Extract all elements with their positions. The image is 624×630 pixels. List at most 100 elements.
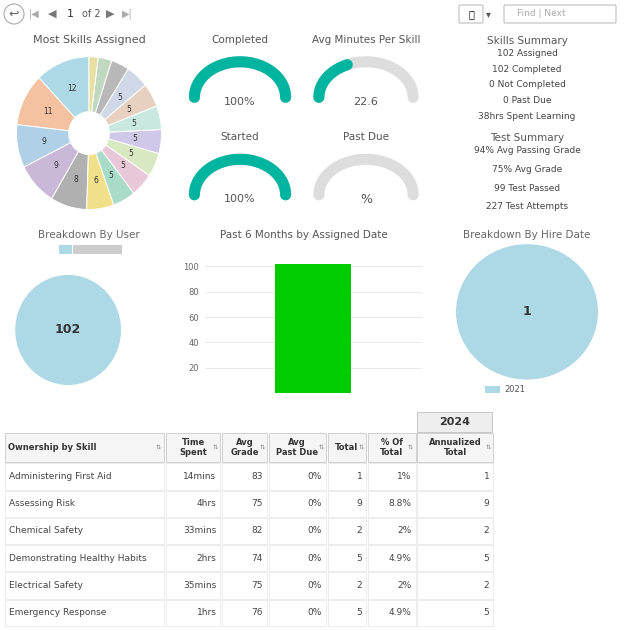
Bar xyxy=(222,433,266,462)
FancyBboxPatch shape xyxy=(504,5,616,23)
Text: ▶: ▶ xyxy=(105,9,114,19)
Text: 227 Test Attempts: 227 Test Attempts xyxy=(486,202,568,211)
Bar xyxy=(5,491,165,517)
Text: 0%: 0% xyxy=(308,608,322,617)
Text: Chemical Safety: Chemical Safety xyxy=(9,527,83,536)
Text: 1: 1 xyxy=(523,306,532,318)
Text: 2: 2 xyxy=(484,527,489,536)
Text: 11: 11 xyxy=(43,107,53,117)
Text: Time
Spent: Time Spent xyxy=(179,438,207,457)
Circle shape xyxy=(4,4,24,24)
Bar xyxy=(328,545,366,571)
Bar xyxy=(167,491,220,517)
Text: 0 Past Due: 0 Past Due xyxy=(503,96,551,105)
Text: Past Due: Past Due xyxy=(343,132,389,142)
Text: ⇅: ⇅ xyxy=(258,445,265,450)
Bar xyxy=(167,433,220,462)
FancyBboxPatch shape xyxy=(459,5,483,23)
Text: Breakdown By Hire Date: Breakdown By Hire Date xyxy=(463,231,591,241)
Text: ⇅: ⇅ xyxy=(357,445,364,450)
Bar xyxy=(268,464,326,490)
Text: 5: 5 xyxy=(128,149,133,158)
Text: 2: 2 xyxy=(484,581,489,590)
Bar xyxy=(328,433,366,462)
Text: % Of
Total: % Of Total xyxy=(380,438,403,457)
Text: 100%: 100% xyxy=(224,195,256,205)
Text: 0%: 0% xyxy=(308,554,322,563)
Bar xyxy=(222,464,266,490)
Bar xyxy=(268,518,326,544)
Bar xyxy=(5,464,165,490)
Text: Total: Total xyxy=(335,443,358,452)
Text: 82: 82 xyxy=(251,527,263,536)
Text: 8: 8 xyxy=(74,175,79,184)
Text: 5: 5 xyxy=(109,171,114,180)
Text: Avg Minutes Per Skill: Avg Minutes Per Skill xyxy=(312,35,420,45)
Bar xyxy=(268,573,326,598)
Text: 35mins: 35mins xyxy=(183,581,217,590)
Bar xyxy=(268,545,326,571)
Bar xyxy=(5,518,165,544)
Wedge shape xyxy=(95,60,128,115)
Text: 33mins: 33mins xyxy=(183,527,217,536)
Bar xyxy=(368,573,416,598)
Text: ▶|: ▶| xyxy=(122,9,132,20)
Text: 38hrs Spent Learning: 38hrs Spent Learning xyxy=(479,112,576,122)
Text: %: % xyxy=(360,193,372,206)
Text: 0 Not Completed: 0 Not Completed xyxy=(489,81,565,89)
Wedge shape xyxy=(102,145,149,193)
Bar xyxy=(417,600,493,626)
Bar xyxy=(368,433,416,462)
Bar xyxy=(328,518,366,544)
Text: 5: 5 xyxy=(132,134,137,143)
Bar xyxy=(275,263,351,393)
Text: 5: 5 xyxy=(126,105,131,113)
Bar xyxy=(417,518,493,544)
Text: 102 Completed: 102 Completed xyxy=(492,65,562,74)
Bar xyxy=(167,464,220,490)
Bar xyxy=(222,518,266,544)
Text: 4.9%: 4.9% xyxy=(389,554,412,563)
Text: Ownership by Skill: Ownership by Skill xyxy=(8,443,97,452)
Text: 8.8%: 8.8% xyxy=(389,499,412,508)
Text: ⇅: ⇅ xyxy=(156,445,162,450)
Text: ⇅: ⇅ xyxy=(316,445,324,450)
Bar xyxy=(268,600,326,626)
Text: 22.6: 22.6 xyxy=(354,97,378,107)
Text: 1hrs: 1hrs xyxy=(197,608,217,617)
Text: 5: 5 xyxy=(131,119,136,128)
Text: 102: 102 xyxy=(55,323,81,336)
Bar xyxy=(222,545,266,571)
Text: |◀: |◀ xyxy=(29,9,39,20)
Text: Annualized
Total: Annualized Total xyxy=(429,438,482,457)
Text: 6: 6 xyxy=(94,176,99,185)
Text: Skills Summary: Skills Summary xyxy=(487,36,567,45)
Text: 100%: 100% xyxy=(224,97,256,107)
Wedge shape xyxy=(109,130,162,154)
Text: Most Skills Assigned: Most Skills Assigned xyxy=(32,35,145,45)
Circle shape xyxy=(16,276,120,384)
Text: 2: 2 xyxy=(356,527,362,536)
Text: 99 Test Passed: 99 Test Passed xyxy=(494,183,560,193)
Bar xyxy=(417,433,493,462)
Bar xyxy=(5,433,165,462)
Text: 2%: 2% xyxy=(397,527,412,536)
Bar xyxy=(417,412,492,432)
Bar xyxy=(417,545,493,571)
Wedge shape xyxy=(92,57,112,113)
Bar xyxy=(368,491,416,517)
Bar xyxy=(485,386,500,393)
Text: 9: 9 xyxy=(356,499,362,508)
Text: Emergency Response: Emergency Response xyxy=(9,608,106,617)
Text: Administering First Aid: Administering First Aid xyxy=(9,472,112,481)
Text: 12: 12 xyxy=(67,84,77,93)
Bar xyxy=(167,518,220,544)
Text: Test Summary: Test Summary xyxy=(490,133,564,143)
Bar xyxy=(222,491,266,517)
Bar xyxy=(368,545,416,571)
Bar xyxy=(59,245,72,254)
Text: ⇅: ⇅ xyxy=(406,445,414,450)
Wedge shape xyxy=(105,85,157,125)
Text: 4hrs: 4hrs xyxy=(197,499,217,508)
Wedge shape xyxy=(17,78,75,131)
